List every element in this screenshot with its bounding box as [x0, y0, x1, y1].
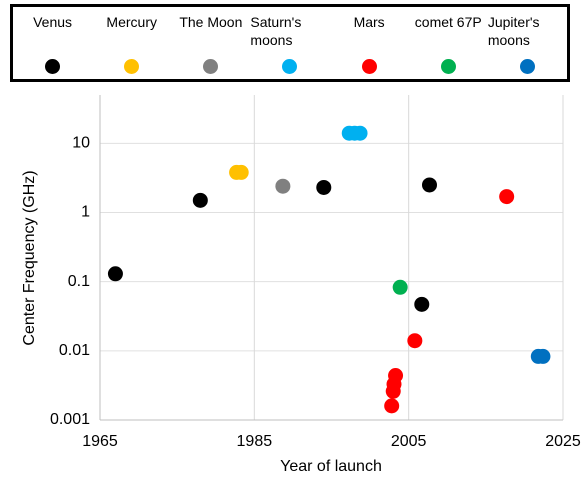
- point: [275, 178, 291, 194]
- y-tick-label: 0.1: [68, 273, 90, 290]
- legend-item: Saturn's moons: [250, 7, 329, 79]
- legend-marker: [440, 59, 456, 74]
- y-tick-label: 1: [81, 204, 90, 221]
- x-tick-label: 1965: [82, 433, 118, 450]
- point: [107, 266, 123, 282]
- legend-item: Jupiter's moons: [488, 7, 567, 79]
- point: [392, 279, 408, 295]
- legend-marker: [519, 59, 535, 74]
- point: [535, 348, 551, 364]
- x-tick-label: 2005: [391, 433, 427, 450]
- y-axis-label: Center Frequency (GHz): [21, 170, 38, 345]
- x-tick-label: 1985: [237, 433, 273, 450]
- legend-label: Saturn's moons: [250, 14, 302, 48]
- point: [384, 398, 400, 414]
- y-tick-label: 0.01: [59, 342, 90, 359]
- legend-item: comet 67P: [409, 7, 488, 79]
- legend-marker: [361, 59, 377, 74]
- legend-marker: [45, 59, 61, 74]
- legend-label: Jupiter's moons: [487, 14, 540, 48]
- legend-marker: [203, 59, 219, 74]
- point: [422, 177, 438, 193]
- legend-label: Mars: [353, 14, 385, 30]
- legend-item: Venus: [13, 7, 92, 79]
- point: [385, 383, 401, 399]
- legend-label: Mercury: [106, 14, 157, 30]
- legend: Venus Mercury The Moon Saturn's moons Mars co…: [10, 4, 570, 82]
- legend-label: The Moon: [179, 14, 243, 30]
- legend-item: Mercury: [92, 7, 171, 79]
- point: [192, 192, 208, 208]
- point: [407, 333, 423, 349]
- point: [499, 189, 515, 205]
- y-tick-label: 0.001: [50, 411, 90, 428]
- legend-item: Mars: [330, 7, 409, 79]
- legend-marker: [124, 59, 140, 74]
- x-tick-label: 2025: [545, 433, 581, 450]
- legend-marker: [282, 59, 298, 74]
- legend-item: The Moon: [171, 7, 250, 79]
- legend-label: Venus: [33, 14, 73, 30]
- y-tick-label: 10: [72, 135, 90, 152]
- legend-label: comet 67P: [414, 14, 482, 30]
- point: [233, 164, 249, 180]
- point: [414, 296, 430, 312]
- x-axis-label: Year of launch: [280, 458, 382, 475]
- point: [316, 179, 332, 195]
- point: [352, 125, 368, 141]
